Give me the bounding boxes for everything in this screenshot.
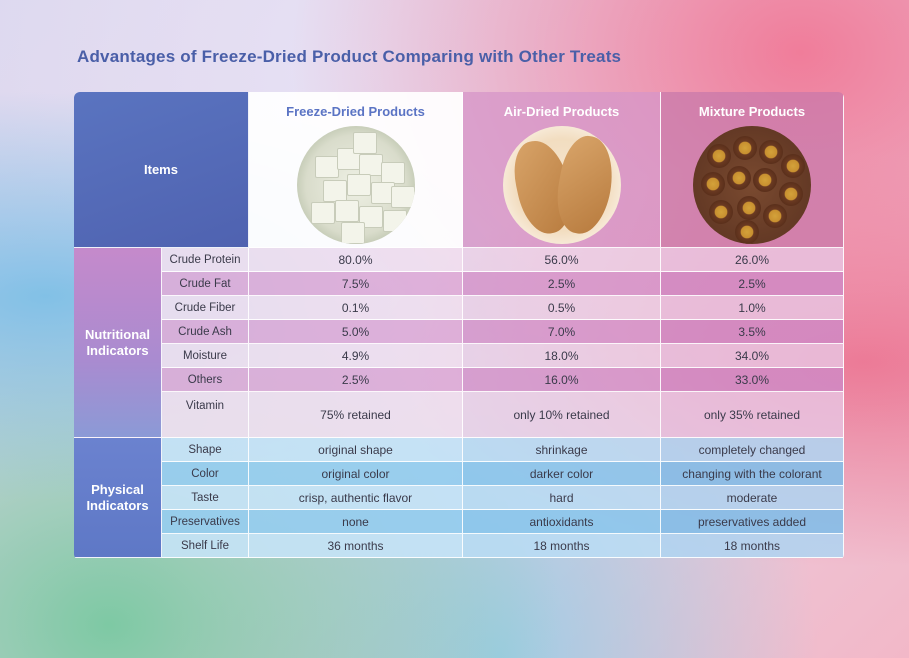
cell-freeze-dried: 0.1%	[249, 296, 463, 320]
cell-freeze-dried: 75% retained	[249, 392, 463, 438]
cell-mixture: preservatives added	[661, 510, 844, 534]
row-label-crude-ash: Crude Ash	[162, 320, 249, 344]
cell-freeze-dried: 5.0%	[249, 320, 463, 344]
column-header-label: Air-Dried Products	[503, 104, 620, 119]
cell-mixture: 3.5%	[661, 320, 844, 344]
cell-freeze-dried: original shape	[249, 438, 463, 462]
cell-air-dried: only 10% retained	[463, 392, 661, 438]
group-label-line2: Indicators	[86, 497, 149, 513]
cell-air-dried: 7.0%	[463, 320, 661, 344]
cell-mixture: 18 months	[661, 534, 844, 558]
cell-air-dried: 18.0%	[463, 344, 661, 368]
cell-mixture: completely changed	[661, 438, 844, 462]
row-label-crude-protein: Crude Protein	[162, 248, 249, 272]
cell-air-dried: antioxidants	[463, 510, 661, 534]
cell-air-dried: 56.0%	[463, 248, 661, 272]
cell-air-dried: 0.5%	[463, 296, 661, 320]
cell-mixture: only 35% retained	[661, 392, 844, 438]
row-label-moisture: Moisture	[162, 344, 249, 368]
row-label-preservatives: Preservatives	[162, 510, 249, 534]
group-label-line1: Physical	[91, 481, 144, 497]
cell-mixture: 1.0%	[661, 296, 844, 320]
row-label-crude-fiber: Crude Fiber	[162, 296, 249, 320]
cell-mixture: 34.0%	[661, 344, 844, 368]
column-header-freeze-dried: Freeze-Dried Products	[249, 92, 463, 248]
freeze-dried-cubes-image	[296, 126, 415, 244]
cell-mixture: changing with the colorant	[661, 462, 844, 486]
row-label-vitamin: Vitamin	[162, 392, 249, 438]
mixture-rolls-image	[693, 126, 811, 244]
cell-air-dried: shrinkage	[463, 438, 661, 462]
cell-freeze-dried: 4.9%	[249, 344, 463, 368]
nutritional-indicators-group: Nutritional Indicators	[74, 248, 162, 438]
cell-mixture: 26.0%	[661, 248, 844, 272]
column-header-mixture: Mixture Products	[661, 92, 844, 248]
cell-freeze-dried: 80.0%	[249, 248, 463, 272]
cell-freeze-dried: 36 months	[249, 534, 463, 558]
cell-air-dried: hard	[463, 486, 661, 510]
physical-indicators-group: Physical Indicators	[74, 438, 162, 558]
row-label-color: Color	[162, 462, 249, 486]
cell-mixture: 33.0%	[661, 368, 844, 392]
page-title: Advantages of Freeze-Dried Product Compa…	[77, 47, 622, 66]
comparison-table: Items Freeze-Dried Products Air-Dried Pr…	[74, 92, 844, 560]
items-header: Items	[74, 92, 249, 248]
cell-mixture: moderate	[661, 486, 844, 510]
cell-freeze-dried: 2.5%	[249, 368, 463, 392]
cell-freeze-dried: crisp, authentic flavor	[249, 486, 463, 510]
air-dried-slices-image	[502, 126, 621, 244]
cell-air-dried: 16.0%	[463, 368, 661, 392]
cell-freeze-dried: none	[249, 510, 463, 534]
cell-air-dried: darker color	[463, 462, 661, 486]
row-label-shelf-life: Shelf Life	[162, 534, 249, 558]
row-label-crude-fat: Crude Fat	[162, 272, 249, 296]
cell-mixture: 2.5%	[661, 272, 844, 296]
group-label-line1: Nutritional	[85, 326, 150, 342]
column-header-air-dried: Air-Dried Products	[463, 92, 661, 248]
row-label-taste: Taste	[162, 486, 249, 510]
cell-air-dried: 18 months	[463, 534, 661, 558]
cell-freeze-dried: 7.5%	[249, 272, 463, 296]
row-label-others: Others	[162, 368, 249, 392]
cell-air-dried: 2.5%	[463, 272, 661, 296]
row-label-shape: Shape	[162, 438, 249, 462]
group-label-line2: Indicators	[86, 342, 149, 358]
column-header-label: Mixture Products	[698, 104, 806, 119]
cell-freeze-dried: original color	[249, 462, 463, 486]
column-header-label: Freeze-Dried Products	[286, 104, 425, 119]
